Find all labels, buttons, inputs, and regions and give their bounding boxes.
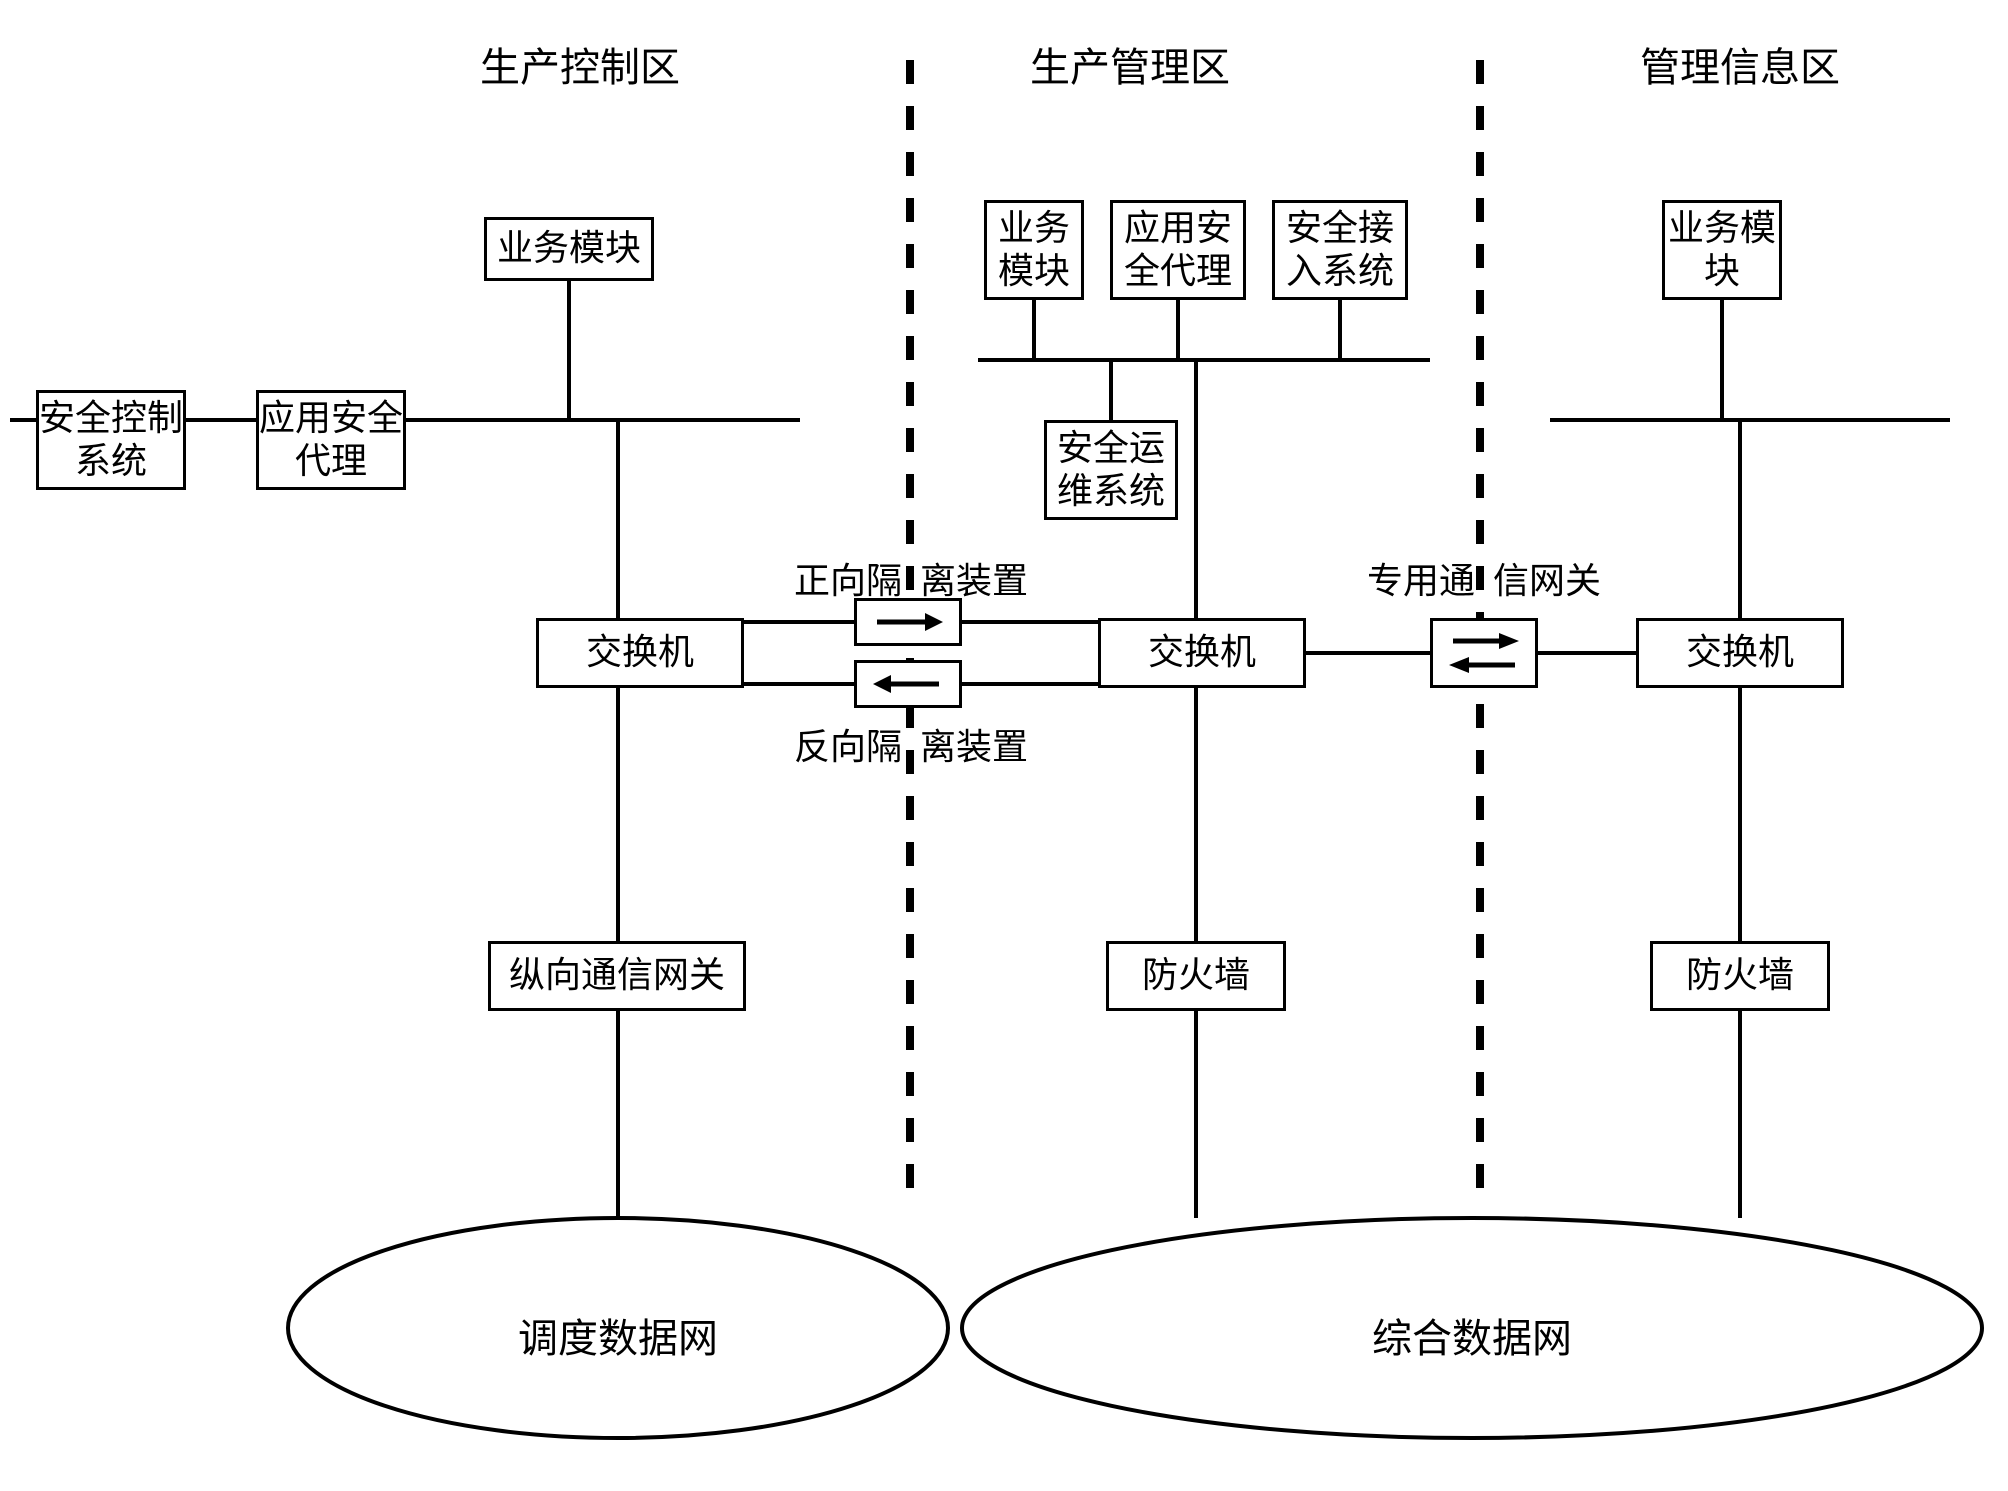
node-label: 应用安全代理 [259,397,403,483]
region-title-manage: 生产管理区 [1020,35,1240,93]
node-firewall-3: 防火墙 [1650,941,1830,1011]
node-security-ops-system: 安全运维系统 [1044,420,1178,520]
node-switch-3: 交换机 [1636,618,1844,688]
node-reverse-isolation-device [854,660,962,708]
node-label: 应用安全代理 [1113,207,1243,293]
node-label: 安全控制系统 [39,397,183,483]
node-switch-1: 交换机 [536,618,744,688]
region-title-control: 生产控制区 [470,35,690,93]
arrow-right-icon [873,610,943,634]
node-label: 业务模块 [1665,207,1779,293]
diagram-canvas: 生产控制区 生产管理区 管理信息区 安全 [0,0,2008,1491]
ellipse-label-comprehensive-network: 综合数据网 [1362,1306,1582,1364]
node-app-security-proxy-1: 应用安全代理 [256,390,406,490]
arrow-left-icon [873,672,943,696]
node-label: 纵向通信网关 [509,954,725,997]
node-switch-2: 交换机 [1098,618,1306,688]
node-label: 交换机 [1686,631,1794,674]
region-title-info: 管理信息区 [1630,35,1850,93]
node-label: 业务模块 [497,227,641,270]
label-reverse-isolation: 反向隔 离装置 [766,718,1056,770]
label-dedicated-gateway: 专用通 信网关 [1354,552,1614,604]
node-label: 交换机 [1148,631,1256,674]
node-security-control-system: 安全控制系统 [36,390,186,490]
node-firewall-2: 防火墙 [1106,941,1286,1011]
node-app-security-proxy-2: 应用安全代理 [1110,200,1246,300]
node-business-module-1: 业务模块 [484,217,654,281]
node-label: 防火墙 [1686,954,1794,997]
node-security-access-system: 安全接入系统 [1272,200,1408,300]
ellipse-label-dispatch-network: 调度数据网 [508,1306,728,1364]
node-forward-isolation-device [854,598,962,646]
node-label: 防火墙 [1142,954,1250,997]
node-label: 安全运维系统 [1047,427,1175,513]
arrow-left-icon [1449,655,1519,675]
arrow-right-icon [1449,631,1519,651]
label-forward-isolation: 正向隔 离装置 [766,552,1056,604]
node-dedicated-comm-gateway [1430,618,1538,688]
node-business-module-3: 业务模块 [1662,200,1782,300]
node-label: 业务模块 [987,207,1081,293]
node-label: 交换机 [586,631,694,674]
node-vertical-comm-gateway: 纵向通信网关 [488,941,746,1011]
node-business-module-2: 业务模块 [984,200,1084,300]
node-label: 安全接入系统 [1275,207,1405,293]
